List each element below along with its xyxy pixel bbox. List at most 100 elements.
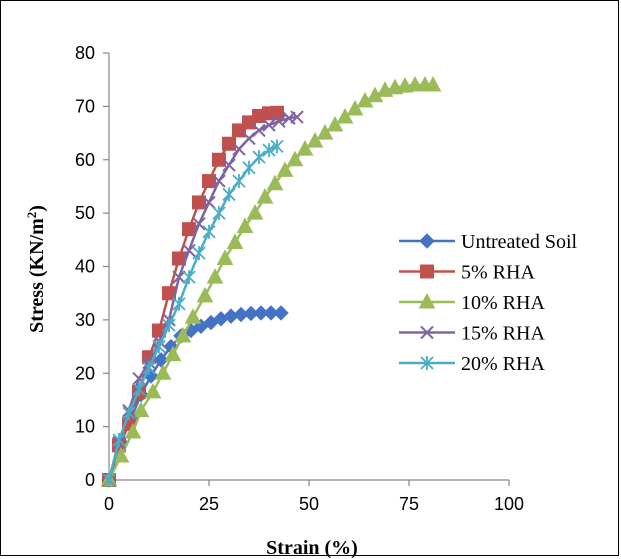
y-axis-title-close: ) [26, 205, 48, 212]
data-point [174, 326, 192, 343]
data-point [132, 382, 146, 397]
legend-marker [420, 264, 434, 279]
data-point [246, 204, 264, 220]
data-point [162, 318, 176, 333]
data-point [270, 105, 284, 120]
data-point [290, 110, 304, 124]
data-point [326, 115, 344, 132]
marker-stroke [222, 158, 236, 172]
marker-stroke [232, 142, 246, 156]
data-point [132, 401, 150, 418]
y-tick-label: 70 [75, 96, 95, 116]
series-layer [100, 75, 442, 488]
legend-label: 15% RHA [461, 323, 545, 345]
data-point [296, 140, 314, 156]
legend-label: 20% RHA [461, 353, 545, 375]
data-point [252, 123, 266, 138]
y-axis-title-main: Stress (KN/m [26, 218, 48, 333]
data-point [222, 187, 236, 202]
data-point [153, 352, 169, 368]
legend-label: 10% RHA [461, 292, 545, 314]
marker-stroke [420, 325, 434, 340]
data-point [182, 270, 196, 285]
x-tick-label: 50 [299, 494, 319, 514]
legend-item-0: Untreated Soil [399, 231, 578, 253]
legend-label: Untreated Soil [461, 231, 578, 253]
data-point [184, 308, 202, 324]
data-point [272, 114, 286, 129]
y-tick-label: 80 [75, 43, 95, 63]
series-2 [100, 75, 442, 487]
legend-item-1: 5% RHA [399, 262, 535, 284]
data-point [202, 224, 216, 239]
marker-stroke [252, 123, 266, 138]
data-point [270, 139, 284, 154]
data-point [242, 160, 256, 175]
legend-marker [418, 292, 436, 309]
y-tick-label: 0 [85, 470, 95, 490]
data-point [346, 99, 364, 116]
marker-stroke [290, 110, 304, 124]
axes: 0 10 20 30 40 50 60 70 80 0 25 50 75 100 [75, 43, 524, 514]
legend-item-3: 15% RHA [399, 323, 545, 345]
x-tick-label: 0 [104, 494, 114, 514]
y-tick-label: 30 [75, 310, 95, 330]
y-tick-label: 60 [75, 150, 95, 170]
data-point [316, 124, 334, 140]
x-tick-label: 100 [494, 494, 524, 514]
data-point [273, 305, 289, 321]
legend-marker [419, 233, 435, 249]
data-point [152, 339, 166, 354]
y-axis-title: Stress (KN/m2) [24, 205, 49, 333]
marker-stroke [212, 174, 226, 188]
data-point [196, 286, 214, 303]
data-point [252, 150, 266, 165]
data-point [232, 174, 246, 189]
data-point [154, 364, 172, 380]
y-tick-label: 20 [75, 363, 95, 383]
data-point [266, 174, 284, 191]
data-point [424, 75, 442, 92]
data-point [306, 132, 324, 148]
data-point [182, 243, 196, 258]
data-point [262, 143, 276, 158]
data-point [102, 473, 116, 487]
marker-stroke [272, 114, 286, 129]
legend: Untreated Soil 5% RHA 10% RHA 15% RHA 20% RH… [399, 231, 578, 375]
y-tick-label: 10 [75, 417, 95, 437]
legend-item-4: 20% RHA [399, 353, 545, 375]
data-point [286, 150, 304, 167]
data-point [142, 360, 156, 375]
data-point [202, 195, 216, 210]
y-tick-label: 50 [75, 203, 95, 223]
data-point [206, 268, 224, 284]
legend-marker [420, 325, 434, 340]
data-point [276, 161, 294, 177]
data-point [236, 217, 254, 233]
data-point [216, 249, 234, 265]
data-point [172, 270, 186, 284]
data-point [232, 142, 246, 156]
data-point [122, 406, 136, 421]
x-tick-label: 75 [399, 494, 419, 514]
data-point [222, 136, 236, 151]
data-point [164, 345, 182, 362]
x-tick-label: 25 [199, 494, 219, 514]
data-point [256, 188, 274, 204]
data-point [222, 158, 236, 172]
marker-stroke [262, 118, 276, 132]
marker-stroke [172, 270, 186, 284]
data-point [192, 246, 206, 261]
marker-stroke [242, 131, 256, 146]
marker-stroke [192, 217, 206, 231]
data-point [212, 152, 226, 167]
series-line [107, 83, 433, 481]
legend-label: 5% RHA [461, 262, 535, 284]
y-axis-title-sup: 2 [24, 212, 39, 219]
series-0 [101, 305, 289, 488]
data-point [262, 118, 276, 132]
data-point [172, 296, 186, 311]
data-point [202, 174, 216, 189]
